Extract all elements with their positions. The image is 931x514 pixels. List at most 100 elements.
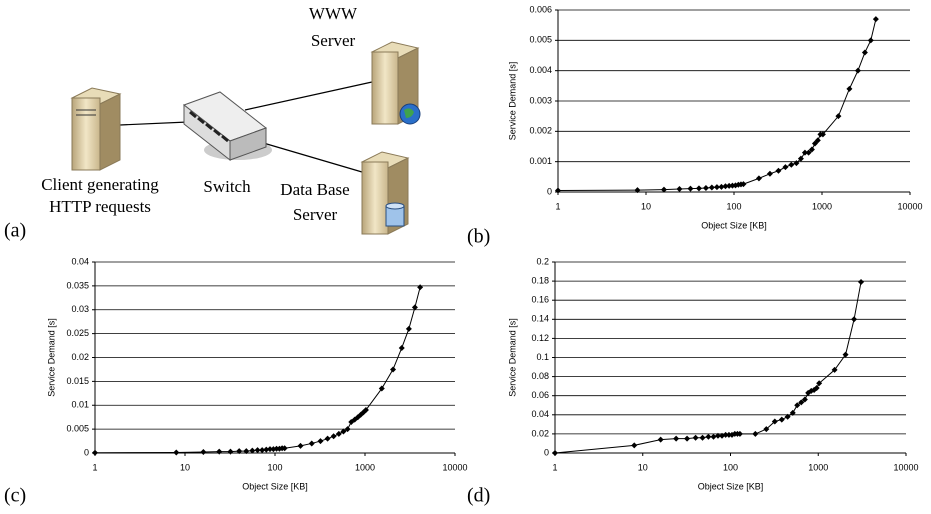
y-axis-title: Service Demand [s]	[46, 318, 56, 397]
data-point	[709, 184, 715, 190]
node-label: Data Base	[280, 180, 349, 199]
y-tick-label: 0.04	[531, 409, 549, 419]
data-point	[846, 86, 852, 92]
y-tick-label: 0	[547, 186, 552, 196]
data-point	[767, 171, 773, 177]
data-point	[862, 49, 868, 55]
data-point	[631, 442, 637, 448]
chart: 00.020.040.060.080.10.120.140.160.180.21…	[467, 256, 919, 506]
data-point	[399, 345, 405, 351]
diagram: Client generating HTTP requests Switch W…	[4, 4, 420, 242]
x-tick-label: 100	[723, 462, 738, 472]
y-tick-label: 0.08	[531, 371, 549, 381]
link	[245, 82, 372, 110]
data-point	[703, 185, 709, 191]
node-label: Server	[311, 31, 356, 50]
y-tick-label: 0.006	[529, 4, 552, 14]
data-point	[317, 438, 323, 444]
x-tick-label: 1	[92, 462, 97, 472]
client-server-icon	[72, 88, 120, 170]
data-point	[406, 326, 412, 332]
link	[260, 142, 362, 172]
data-point	[297, 443, 303, 449]
www-server-icon	[372, 42, 420, 124]
y-tick-label: 0.025	[66, 328, 89, 338]
data-point	[752, 431, 758, 437]
node-label: Client generating	[41, 175, 159, 194]
y-tick-label: 0.12	[531, 333, 549, 343]
y-tick-label: 0.1	[536, 352, 549, 362]
y-tick-label: 0	[544, 447, 549, 457]
x-tick-label: 10	[641, 201, 651, 211]
y-tick-label: 0.01	[71, 400, 89, 410]
x-axis-title: Object Size [KB]	[242, 481, 308, 491]
x-axis-title: Object Size [KB]	[701, 220, 767, 230]
x-axis-title: Object Size [KB]	[698, 481, 764, 491]
switch-icon	[184, 92, 272, 160]
data-point	[788, 162, 794, 168]
data-point	[779, 417, 785, 423]
data-point	[687, 186, 693, 192]
x-tick-label: 100	[267, 462, 282, 472]
y-tick-label: 0.2	[536, 256, 549, 266]
data-point	[710, 434, 716, 440]
panel-label: (c)	[4, 485, 26, 507]
data-point	[331, 433, 337, 439]
x-tick-label: 10000	[897, 201, 922, 211]
database-server-icon	[362, 152, 408, 234]
data-point	[873, 16, 879, 22]
panel-label: (b)	[467, 226, 490, 248]
y-tick-label: 0.02	[531, 428, 549, 438]
link	[120, 122, 188, 125]
data-point	[325, 436, 331, 442]
data-point	[684, 436, 690, 442]
data-point	[775, 168, 781, 174]
y-tick-label: 0.06	[531, 390, 549, 400]
x-tick-label: 1000	[808, 462, 828, 472]
data-point	[200, 449, 206, 455]
node-label: Switch	[203, 177, 251, 196]
y-tick-label: 0.015	[66, 376, 89, 386]
data-line	[555, 282, 861, 453]
x-tick-label: 100	[726, 201, 741, 211]
node-label: WWW	[309, 4, 358, 23]
panel-label: (a)	[4, 220, 26, 242]
data-point	[658, 437, 664, 443]
x-tick-label: 10000	[442, 462, 467, 472]
data-point	[227, 449, 233, 455]
panel-label: (d)	[467, 485, 490, 507]
data-point	[673, 436, 679, 442]
y-tick-label: 0.14	[531, 314, 549, 324]
chart: 00.0050.010.0150.020.0250.030.0350.04110…	[4, 256, 468, 506]
data-point	[693, 435, 699, 441]
node-label: HTTP requests	[49, 197, 151, 216]
data-line	[558, 19, 876, 190]
data-point	[858, 279, 864, 285]
data-point	[700, 435, 706, 441]
y-tick-label: 0	[84, 447, 89, 457]
figure: Client generating HTTP requests Switch W…	[0, 0, 931, 514]
data-point	[851, 316, 857, 322]
data-point	[756, 175, 762, 181]
y-tick-label: 0.005	[66, 424, 89, 434]
data-point	[417, 284, 423, 290]
x-tick-label: 1	[555, 201, 560, 211]
y-tick-label: 0.18	[531, 275, 549, 285]
y-tick-label: 0.03	[71, 304, 89, 314]
x-tick-label: 10	[638, 462, 648, 472]
x-tick-label: 1000	[355, 462, 375, 472]
node-label: Server	[293, 205, 338, 224]
y-axis-title: Service Demand [s]	[507, 318, 517, 397]
data-point	[173, 450, 179, 456]
data-point	[309, 440, 315, 446]
y-tick-label: 0.003	[529, 95, 552, 105]
y-axis-title: Service Demand [s]	[507, 62, 517, 141]
x-tick-label: 10	[180, 462, 190, 472]
y-tick-label: 0.02	[71, 352, 89, 362]
data-point	[555, 187, 561, 193]
y-tick-label: 0.001	[529, 156, 552, 166]
y-tick-label: 0.004	[529, 65, 552, 75]
data-point	[855, 68, 861, 74]
data-line	[95, 287, 420, 452]
